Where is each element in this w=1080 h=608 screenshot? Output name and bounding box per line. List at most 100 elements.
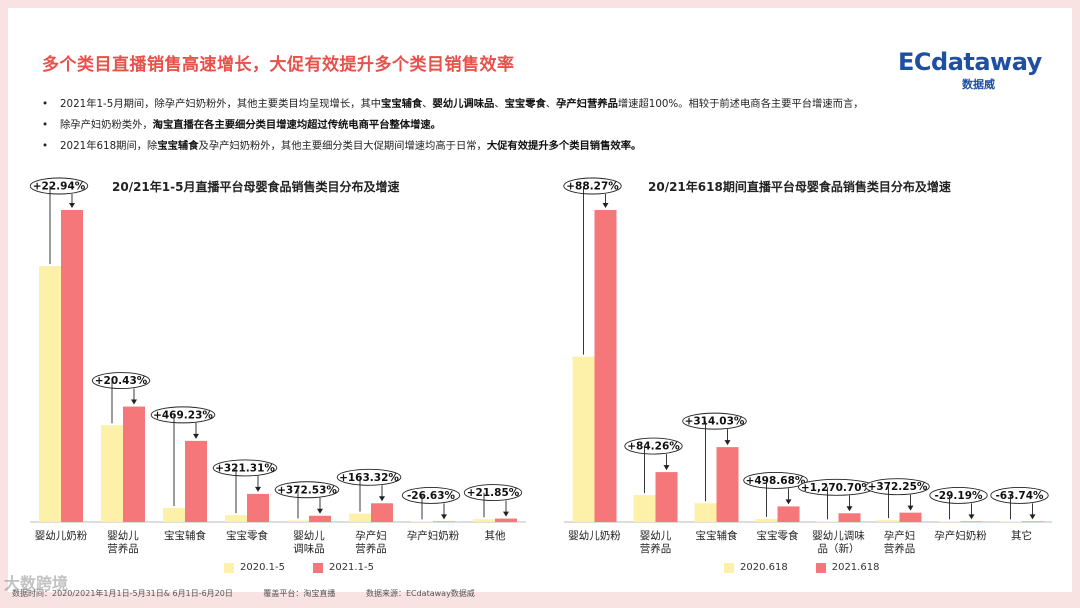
chart-2-arrow-4	[785, 499, 792, 505]
legend-label-2020-618: 2020.618	[740, 562, 788, 573]
chart-1-bar-a-6	[349, 513, 371, 522]
chart-2-category-label-4: 宝宝零食	[757, 529, 799, 542]
chart-1-growth-label-3: +469.23%	[153, 409, 213, 421]
chart-2-bar-b-2	[655, 472, 678, 522]
page-title: 多个类目直播销售高速增长，大促有效提升多个类目销售效率	[42, 55, 515, 75]
chart-2-bar-a-3	[694, 503, 717, 522]
chart-1-category-label-6: 孕产妇	[355, 529, 387, 542]
chart-1-arrow-7	[441, 514, 447, 520]
chart-1-arrow-4	[255, 486, 261, 492]
chart-1-arrow-2	[131, 399, 137, 405]
chart-1-arrow-6	[379, 496, 385, 502]
chart-1-category-label-3: 宝宝辅食	[164, 529, 206, 542]
chart-2-category-label-6: 孕产妇	[884, 529, 916, 542]
chart-1-growth-label-5: +372.53%	[277, 484, 337, 496]
chart-2-growth-label-1: +88.27%	[566, 181, 619, 193]
chart-2-growth-label-6: +372.25%	[868, 481, 928, 493]
chart-2-title: 20/21年618期间直播平台母婴食品销售类目分布及增速	[648, 180, 951, 194]
footer-source: 数据来源：ECdataway数据威	[365, 589, 475, 598]
chart-2-category-label-2: 营养品	[640, 542, 672, 555]
chart-1-bar-b-5	[309, 515, 331, 522]
chart-1-growth-label-6: +163.32%	[339, 472, 399, 484]
chart-2-bar-b-1	[594, 210, 617, 522]
chart-1-category-label-2: 婴幼儿	[107, 529, 139, 542]
chart-1-title: 20/21年1-5月直播平台母婴食品销售类目分布及增速	[112, 180, 400, 194]
chart-2-bar-a-7	[938, 521, 961, 522]
chart-1-growth-bubble-3	[150, 406, 216, 424]
chart-2-growth-label-2: +84.26%	[627, 441, 680, 453]
chart-2-category-label-8: 其它	[1011, 529, 1032, 542]
chart-1-category-label-4: 宝宝零食	[226, 529, 268, 542]
chart-2-category-label-5: 婴幼儿调味	[812, 529, 865, 542]
chart-2-arrow-7	[968, 514, 975, 520]
watermark: 大数跨境	[4, 574, 69, 593]
chart-2-bar-a-6	[877, 520, 900, 522]
footer-platform: 覆盖平台：淘宝直播	[263, 589, 336, 598]
chart-1-growth-bubble-5	[274, 481, 340, 499]
legend-swatch-2020-618	[724, 562, 734, 573]
chart-1-category-label-5: 婴幼儿	[293, 529, 325, 542]
chart-1-bar-a-2	[101, 425, 123, 522]
chart-1-arrow-3	[193, 433, 199, 439]
chart-1-category-label-6: 营养品	[355, 542, 387, 555]
chart-1-arrow-5	[317, 508, 323, 514]
bullet-1-line-1: 2021年1-5月期间，除孕产妇奶粉外，其他主要类目均呈现增长，其中宝宝辅食、婴…	[38, 94, 1038, 115]
chart-2-growth-label-4: +498.68%	[746, 475, 806, 487]
footer: 数据时间：2020/2021年1月1日-5月31日& 6月1日-6月20日 覆盖…	[12, 588, 503, 599]
chart-1-bar-b-8	[495, 518, 517, 522]
chart-1-bar-a-7	[411, 521, 433, 522]
chart-1-bar-a-3	[163, 507, 185, 522]
chart-1-legend: 2020.1-5 2021.1-5	[218, 562, 374, 573]
chart-2-bar-b-3	[716, 447, 739, 522]
chart-1-category-label-8: 其他	[485, 529, 506, 542]
chart-1-growth-bubble-2	[91, 372, 151, 390]
chart-1-arrow-8	[503, 511, 509, 517]
chart-2-category-label-5: 品（新）	[818, 542, 860, 555]
chart-2-growth-bubble-1	[563, 177, 622, 195]
chart-1-bar-b-7	[433, 521, 455, 522]
chart-2-bar-b-4	[777, 506, 800, 522]
chart-2-growth-bubble-3	[682, 412, 747, 430]
legend-swatch-2021-1-5	[312, 562, 323, 573]
slide: 多个类目直播销售高速增长，大促有效提升多个类目销售效率 ECdataway 数据…	[8, 8, 1072, 592]
chart-1-growth-label-4: +321.31%	[215, 463, 275, 475]
chart-1-growth-bubble-6	[336, 468, 402, 486]
chart-1-bar-a-4	[225, 515, 247, 522]
chart-1-growth-bubble-7	[401, 486, 461, 504]
chart-2-category-label-2: 婴幼儿	[640, 529, 672, 542]
chart-1-bar-b-1	[61, 210, 83, 522]
chart-1-growth-label-1: +22.94%	[33, 181, 86, 193]
summary-bullets: 2021年1-5月期间，除孕产妇奶粉外，其他主要类目均呈现增长，其中宝宝辅食、婴…	[38, 94, 1038, 157]
footer-time: 数据时间：2020/2021年1月1日-5月31日& 6月1日-6月20日	[12, 589, 233, 598]
chart-2-category-label-1: 婴幼儿奶粉	[568, 529, 621, 542]
chart-2-arrow-2	[663, 465, 670, 471]
chart-2-category-label-6: 营养品	[884, 542, 916, 555]
chart-1-bar-a-1	[39, 266, 61, 522]
chart-2-growth-bubble-6	[865, 478, 930, 496]
chart-2-bar-b-7	[960, 521, 983, 522]
chart-1-bar-b-4	[247, 493, 269, 522]
legend-swatch-2020-1-5	[224, 562, 234, 573]
chart-1-bar-b-2	[123, 406, 145, 522]
chart-2-bar-a-8	[999, 521, 1022, 522]
chart-1-growth-bubble-8	[463, 484, 523, 502]
chart-2-growth-label-8: -63.74%	[995, 490, 1044, 502]
chart-1-growth-label-7: -26.63%	[407, 490, 456, 502]
chart-2-arrow-8	[1029, 514, 1036, 520]
logo-wordmark: ECdataway	[898, 48, 1042, 76]
legend-label-2021-1-5: 2021.1-5	[328, 562, 374, 573]
legend-label-2021-618: 2021.618	[831, 562, 880, 573]
chart-2-category-label-3: 宝宝辅食	[696, 529, 738, 542]
bullet-1-line-2: 除孕产妇奶粉类外，淘宝直播在各主要细分类目增速均超过传统电商平台整体增速。	[38, 115, 1038, 136]
chart-1-growth-label-8: +21.85%	[467, 487, 520, 499]
legend-swatch-2021-618	[815, 562, 826, 573]
chart-2-growth-label-3: +314.03%	[685, 416, 745, 428]
chart-2-growth-label-5: +1,270.70%	[801, 482, 873, 494]
chart-1-category-label-7: 孕产妇奶粉	[407, 529, 460, 542]
chart-2-arrow-6	[907, 505, 914, 511]
chart-1-category-label-5: 调味品	[293, 543, 325, 555]
bullet-2: 2021年618期间，除宝宝辅食及孕产妇奶粉外，其他主要细分类目大促期间增速均高…	[38, 136, 1038, 157]
chart-1-bar-b-6	[371, 503, 393, 522]
chart-2-bar-a-1	[572, 356, 595, 522]
